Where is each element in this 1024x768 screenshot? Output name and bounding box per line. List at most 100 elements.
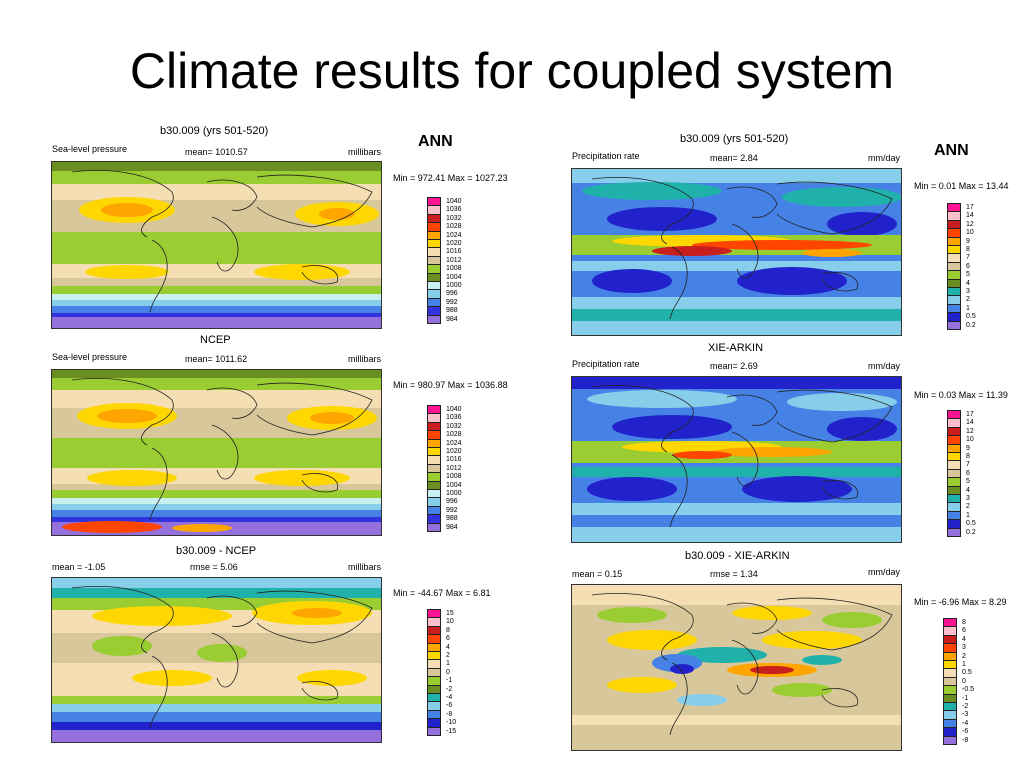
legend-label: 0.5	[966, 313, 976, 321]
legend-label: 8	[966, 453, 970, 460]
rmse-label: rmse = 5.06	[190, 562, 238, 572]
legend-label: 9	[966, 237, 970, 245]
legend-label: 0.2	[966, 528, 976, 536]
panel-title: b30.009 - NCEP	[176, 545, 257, 557]
legend-swatch	[943, 735, 957, 745]
mean-label: mean= 2.69	[710, 361, 758, 371]
legend-label: 17	[966, 411, 974, 418]
min-max-label: Min = -44.67 Max = 6.81	[393, 588, 491, 598]
legend-label: 10	[966, 436, 974, 444]
legend-label: 6	[966, 262, 970, 270]
legend-label: 7	[966, 254, 970, 262]
mean-label: mean= 2.84	[710, 153, 758, 163]
legend-swatch	[427, 726, 441, 736]
legend-label: -3	[962, 711, 969, 719]
legend-label: -1	[962, 694, 969, 702]
legend-label: -2	[446, 685, 453, 693]
legend-label: 1000	[446, 490, 462, 497]
legend-label: 1004	[446, 481, 462, 489]
legend-label: 1028	[446, 431, 462, 439]
legend-label: 2	[966, 503, 970, 511]
legend-label: 3	[962, 644, 966, 652]
legend-label: 1036	[446, 206, 462, 214]
units-label: millibars	[348, 147, 382, 157]
legend-label: 8	[966, 246, 970, 253]
mean-label: mean = 0.15	[572, 569, 623, 579]
variable-label: Precipitation rate	[572, 151, 640, 161]
map-prect-diff	[571, 584, 902, 751]
legend-label: 988	[446, 515, 458, 523]
legend-label: 996	[446, 290, 458, 298]
legend-label: -10	[446, 719, 457, 727]
legend-label: 1012	[446, 256, 462, 264]
min-max-label: Min = 980.97 Max = 1036.88	[393, 380, 508, 390]
variable-label: Precipitation rate	[572, 359, 640, 369]
legend-label: 15	[446, 610, 454, 617]
legend-label: 992	[446, 298, 458, 306]
legend-label: 1040	[446, 406, 462, 413]
legend-label: 4	[962, 635, 966, 643]
legend-label: -4	[962, 719, 969, 727]
legend-label: 1040	[446, 198, 462, 205]
legend-label: 1032	[446, 422, 462, 430]
units-label: mm/day	[868, 567, 901, 577]
legend-label: 1024	[446, 439, 462, 447]
units-label: millibars	[348, 562, 382, 572]
legend-label: 8	[446, 626, 450, 634]
legend-label: 8	[962, 619, 966, 626]
panel-title: NCEP	[200, 334, 231, 346]
legend-label: -8	[962, 736, 969, 744]
legend-label: -6	[962, 728, 969, 736]
legend-label: 1020	[446, 240, 462, 247]
legend-label: 3	[966, 495, 970, 502]
legend-label: -0.5	[962, 686, 975, 694]
units-label: mm/day	[868, 361, 901, 371]
legend-label: 1028	[446, 223, 462, 231]
legend-label: 1	[966, 511, 970, 519]
min-max-label: Min = -6.96 Max = 8.29	[914, 597, 1007, 607]
legend-label: 996	[446, 498, 458, 506]
legend-label: 14	[966, 419, 974, 427]
legend-label: 9	[966, 444, 970, 452]
legend-label: 984	[446, 315, 458, 323]
panel-title: XIE-ARKIN	[708, 342, 764, 354]
variable-label: Sea-level pressure	[52, 352, 128, 362]
legend-label: 2	[966, 296, 970, 304]
legend-label: 1004	[446, 273, 462, 281]
legend-label: 0	[446, 668, 450, 676]
rmse-label: rmse = 1.34	[710, 569, 758, 579]
units-label: millibars	[348, 354, 382, 364]
legend-label: 4	[966, 279, 970, 287]
legend-swatch	[947, 527, 961, 537]
legend-label: 0	[962, 677, 966, 685]
legend-label: 1016	[446, 248, 462, 256]
min-max-label: Min = 972.41 Max = 1027.23	[393, 173, 508, 183]
variable-label: Sea-level pressure	[52, 144, 128, 154]
legend-label: 3	[966, 288, 970, 295]
legend-label: 17	[966, 204, 974, 211]
legend-label: 1	[446, 660, 450, 668]
legend-label: 10	[966, 229, 974, 237]
legend-label: -1	[446, 677, 453, 685]
legend-label: 4	[446, 643, 450, 651]
legend-label: 12	[966, 427, 974, 435]
panel-title: b30.009 - XIE-ARKIN	[685, 550, 790, 562]
legend-swatch	[427, 522, 441, 532]
panel-title: b30.009 (yrs 501-520)	[680, 133, 789, 145]
mean-label: mean= 1010.57	[185, 147, 248, 157]
units-label: mm/day	[868, 153, 901, 163]
legend-label: 6	[962, 627, 966, 635]
panel-title: b30.009 (yrs 501-520)	[160, 125, 269, 137]
legend-label: 1008	[446, 473, 462, 481]
map-slp-diff	[51, 577, 382, 743]
legend-label: 10	[446, 618, 454, 626]
legend-label: 984	[446, 523, 458, 531]
map-prect-model	[571, 168, 902, 336]
legend-label: -8	[446, 710, 453, 718]
legend-label: -6	[446, 702, 453, 710]
mean-label: mean = -1.05	[52, 562, 106, 572]
map-slp-model	[51, 161, 382, 329]
legend-label: 1	[966, 304, 970, 312]
annual-label: ANN	[934, 142, 969, 159]
annual-label: ANN	[418, 133, 453, 150]
